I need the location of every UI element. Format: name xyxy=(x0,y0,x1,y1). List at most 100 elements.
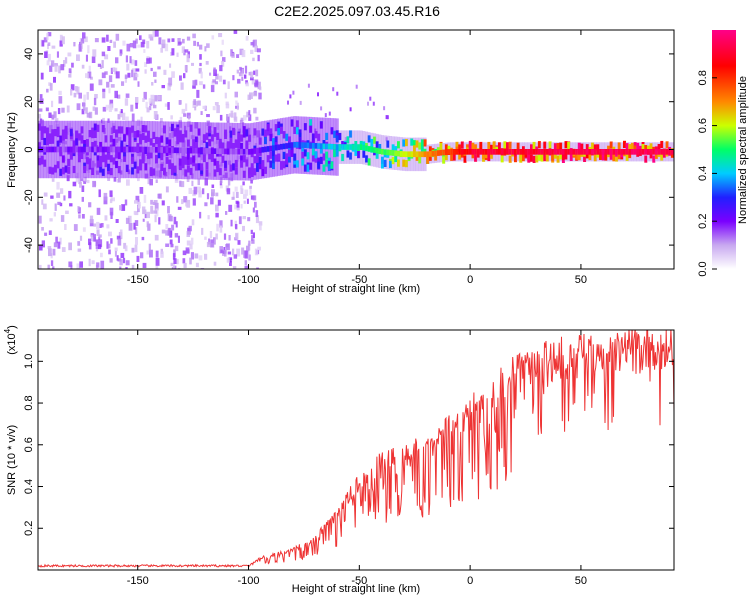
spectrogram-noise-cell xyxy=(150,67,153,72)
spectrogram-noise-cell xyxy=(101,223,104,228)
spectrogram-noise-cell xyxy=(183,262,187,268)
spectrogram-ridge-cell xyxy=(272,138,275,146)
spectrogram-noise-cell xyxy=(60,215,65,222)
spectrogram-ridge-core xyxy=(290,142,294,148)
spectrogram-noise-cell xyxy=(167,38,171,43)
spectrogram-ridge-cell xyxy=(649,151,653,159)
spectrogram-noise-cell xyxy=(114,250,117,257)
spectrogram-noise-cell xyxy=(161,39,166,48)
spectrogram-noise-cell xyxy=(149,36,154,41)
spectrogram-noise-cell xyxy=(48,248,52,257)
spectrogram-ridge-core xyxy=(567,149,571,155)
spectrogram-noise-cell xyxy=(158,37,162,45)
spectrogram-ridge-cell xyxy=(96,124,100,132)
spectrogram-ridge-cell xyxy=(237,132,241,140)
spectrogram-ridge-cell xyxy=(234,140,238,148)
spectrogram-ridge-core xyxy=(155,147,158,153)
spectrogram-ridge-core xyxy=(266,146,270,152)
spectrogram-noise-cell xyxy=(122,40,126,46)
spectrogram-ridge-core xyxy=(492,149,496,155)
spectrogram-noise-cell xyxy=(182,38,185,44)
spectrogram-ridge-cell xyxy=(75,138,79,146)
spectrogram-noise-cell xyxy=(252,40,255,48)
spectrogram-ridge-core xyxy=(639,149,642,155)
spectrogram-noise-cell xyxy=(254,82,258,87)
spectrogram-noise-cell xyxy=(186,36,191,41)
spectrogram-noise-cell xyxy=(155,250,159,258)
colorbar-tick-label: 0.4 xyxy=(697,166,709,181)
spectrogram-ridge-cell xyxy=(115,129,119,137)
spectrogram-noise-cell xyxy=(186,231,190,237)
snr-scale-exponent: 4 xyxy=(3,328,12,333)
spectrogram-ridge-core xyxy=(647,149,650,155)
spectrogram-noise-cell xyxy=(245,82,249,87)
spectrogram-ridge-cell xyxy=(370,138,374,147)
spectrogram-noise-cell xyxy=(219,220,223,228)
spectrogram-noise-cell xyxy=(233,112,237,121)
spectrogram-ridge-cell xyxy=(96,155,100,163)
spectrogram-ridge-cell xyxy=(240,155,244,163)
spectrogram-ridge-cell xyxy=(96,160,100,168)
spectrogram-ridge-cell xyxy=(210,134,214,142)
spectrogram-noise-cell xyxy=(73,92,77,98)
spectrogram-noise-cell xyxy=(220,249,223,253)
spectrogram-ridge-cell xyxy=(319,121,323,129)
spectrogram-ridge-cell xyxy=(139,163,143,171)
spectrogram-noise-cell xyxy=(179,75,182,81)
spectrogram-noise-cell xyxy=(169,63,172,68)
spectrogram-ridge-cell xyxy=(163,167,166,175)
spectrogram-noise-cell xyxy=(252,195,257,201)
spectrogram-ridge-cell xyxy=(415,153,419,161)
spectrogram-noise-cell xyxy=(157,95,161,101)
spectrogram-noise-cell xyxy=(198,67,202,74)
spectrogram-ridge-cell xyxy=(194,142,198,150)
spectrogram-ridge-core xyxy=(367,146,371,152)
spectrogram-ridge-cell xyxy=(325,132,329,140)
spectrogram-ridge-cell xyxy=(117,126,121,134)
spectrogram-ridge-cell xyxy=(535,155,539,163)
spectrogram-ridge-core xyxy=(569,149,573,155)
spectrogram-ridge-core xyxy=(349,144,353,150)
spectrogram-noise-cell xyxy=(39,244,43,251)
spectrogram-ridge-cell xyxy=(338,132,342,141)
spectrogram-noise-cell xyxy=(332,87,335,92)
spectrogram-ridge-cell xyxy=(192,155,196,163)
spectrogram-noise-cell xyxy=(258,221,263,226)
spectrogram-noise-cell xyxy=(189,243,193,250)
spectrogram-noise-cell xyxy=(218,33,223,38)
spectrogram-ridge-cell xyxy=(298,137,302,145)
spectrogram-ridge-core xyxy=(101,146,105,153)
spectrogram-ridge-cell xyxy=(163,125,166,133)
spectrogram-noise-cell xyxy=(98,189,101,198)
spectrogram-noise-cell xyxy=(173,216,177,225)
spectrogram-noise-cell xyxy=(122,112,126,120)
spectrogram-ridge-cell xyxy=(99,159,103,167)
spectrogram-noise-cell xyxy=(101,37,106,43)
spectrogram-ridge-cell xyxy=(109,155,113,163)
spectrogram-ridge-cell xyxy=(173,129,177,137)
spectrogram-ridge-cell xyxy=(330,161,334,169)
spectrogram-noise-cell xyxy=(101,51,106,57)
spectrogram-noise-cell xyxy=(248,254,251,261)
spectrogram-ridge-cell xyxy=(444,153,448,161)
spectrogram-ridge-core xyxy=(256,147,260,154)
spectrogram-noise-cell xyxy=(232,248,235,256)
spectrogram-noise-cell xyxy=(192,85,196,89)
spectrogram-noise-cell xyxy=(81,196,84,202)
spectrogram-noise-cell xyxy=(131,113,135,122)
spectrogram-noise-cell xyxy=(98,236,101,240)
spectrogram-ridge-cell xyxy=(101,155,105,163)
spectrogram-ridge-cell xyxy=(104,135,108,143)
colorbar-tick-label: 0.8 xyxy=(697,70,709,85)
spectrogram-noise-cell xyxy=(142,262,147,268)
spectrogram-ridge-cell xyxy=(543,154,547,162)
spectrogram-ridge-cell xyxy=(155,137,158,145)
spectrogram-noise-cell xyxy=(58,96,63,104)
spectrogram-noise-cell xyxy=(76,103,81,111)
spectrogram-ridge-cell xyxy=(482,151,486,159)
spectrogram-noise-cell xyxy=(188,187,193,194)
spectrogram-noise-cell xyxy=(194,79,198,86)
spectrogram-noise-cell xyxy=(233,116,238,122)
spectrogram-ridge-core xyxy=(285,143,289,149)
spectrogram-noise-cell xyxy=(119,205,123,211)
